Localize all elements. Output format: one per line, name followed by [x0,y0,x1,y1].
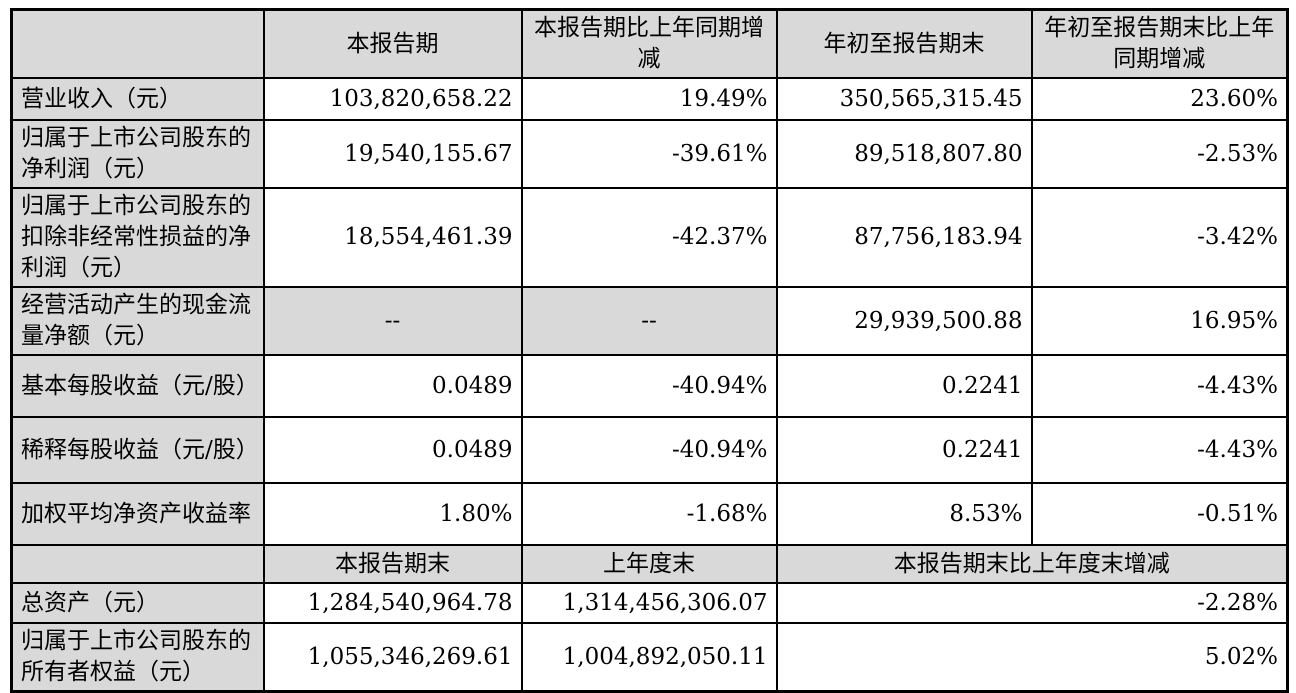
cell-cash-flow-ytd: 29,939,500.88 [775,286,1033,356]
row-label-weighted-avg-roe: 加权平均净资产收益率 [10,482,265,546]
table-row-deducted-net-profit: 归属于上市公司股东的扣除非经常性损益的净利润（元） 18,554,461.39 … [10,187,1289,288]
table-row-net-profit: 归属于上市公司股东的净利润（元） 19,540,155.67 -39.61% 8… [10,119,1289,189]
cell-basic-eps-ytd-yoy: -4.43% [1030,354,1289,418]
cell-diluted-eps-current: 0.0489 [262,416,523,484]
cell-owners-equity-period-end: 1,055,346,269.61 [262,622,523,693]
cell-roe-ytd: 8.53% [775,482,1033,546]
table-row-operating-cash-flow: 经营活动产生的现金流量净额（元） -- -- 29,939,500.88 16.… [10,286,1289,356]
cell-diluted-eps-ytd: 0.2241 [775,416,1033,484]
cell-diluted-eps-ytd-yoy: -4.43% [1030,416,1289,484]
cell-revenue-current: 103,820,658.22 [262,77,523,121]
cell-net-profit-ytd-yoy: -2.53% [1030,119,1289,189]
cell-basic-eps-current: 0.0489 [262,354,523,418]
table-row-weighted-avg-roe: 加权平均净资产收益率 1.80% -1.68% 8.53% -0.51% [10,482,1289,546]
table-row-total-assets: 总资产（元） 1,284,540,964.78 1,314,456,306.07… [10,582,1289,624]
col-header-yoy-change: 本报告期比上年同期增减 [520,8,778,79]
cell-owners-equity-prior-year-end: 1,004,892,050.11 [520,622,778,693]
cell-cash-flow-yoy-na: -- [520,286,778,356]
table-row-diluted-eps: 稀释每股收益（元/股） 0.0489 -40.94% 0.2241 -4.43% [10,416,1289,484]
cell-total-assets-change: -2.28% [775,582,1289,624]
row-label-operating-cash-flow: 经营活动产生的现金流量净额（元） [10,286,265,356]
corner-cell [10,8,265,79]
cell-net-profit-ytd: 89,518,807.80 [775,119,1033,189]
row-label-deducted-net-profit: 归属于上市公司股东的扣除非经常性损益的净利润（元） [10,187,265,288]
col-header-ytd-yoy-change: 年初至报告期末比上年同期增减 [1030,8,1289,79]
col-header-period-end-change: 本报告期末比上年度末增减 [775,544,1289,584]
col-header-prior-year-end: 上年度末 [520,544,778,584]
cell-roe-yoy: -1.68% [520,482,778,546]
table-row-basic-eps: 基本每股收益（元/股） 0.0489 -40.94% 0.2241 -4.43% [10,354,1289,418]
quarterly-financials-table: 本报告期 本报告期比上年同期增减 年初至报告期末 年初至报告期末比上年同期增减 … [10,8,1289,693]
cell-net-profit-yoy: -39.61% [520,119,778,189]
row-label-total-assets: 总资产（元） [10,582,265,624]
cell-cash-flow-current-na: -- [262,286,523,356]
cell-revenue-yoy: 19.49% [520,77,778,121]
row-label-revenue: 营业收入（元） [10,77,265,121]
cell-revenue-ytd: 350,565,315.45 [775,77,1033,121]
cell-roe-current: 1.80% [262,482,523,546]
cell-cash-flow-ytd-yoy: 16.95% [1030,286,1289,356]
cell-deducted-yoy: -42.37% [520,187,778,288]
cell-roe-ytd-yoy: -0.51% [1030,482,1289,546]
cell-deducted-ytd: 87,756,183.94 [775,187,1033,288]
cell-net-profit-current: 19,540,155.67 [262,119,523,189]
section-two-header-row: 本报告期末 上年度末 本报告期末比上年度末增减 [10,544,1289,584]
cell-basic-eps-yoy: -40.94% [520,354,778,418]
row-label-diluted-eps: 稀释每股收益（元/股） [10,416,265,484]
cell-total-assets-prior-year-end: 1,314,456,306.07 [520,582,778,624]
row-label-basic-eps: 基本每股收益（元/股） [10,354,265,418]
cell-deducted-ytd-yoy: -3.42% [1030,187,1289,288]
row-label-owners-equity: 归属于上市公司股东的所有者权益（元） [10,622,265,693]
col-header-period-end: 本报告期末 [262,544,523,584]
table-row-revenue: 营业收入（元） 103,820,658.22 19.49% 350,565,31… [10,77,1289,121]
cell-basic-eps-ytd: 0.2241 [775,354,1033,418]
cell-revenue-ytd-yoy: 23.60% [1030,77,1289,121]
cell-owners-equity-change: 5.02% [775,622,1289,693]
main-header-row: 本报告期 本报告期比上年同期增减 年初至报告期末 年初至报告期末比上年同期增减 [10,8,1289,79]
col-header-current-period: 本报告期 [262,8,523,79]
row-label-net-profit: 归属于上市公司股东的净利润（元） [10,119,265,189]
cell-deducted-current: 18,554,461.39 [262,187,523,288]
cell-diluted-eps-yoy: -40.94% [520,416,778,484]
cell-total-assets-period-end: 1,284,540,964.78 [262,582,523,624]
section-two-corner-cell [10,544,265,584]
table-row-owners-equity: 归属于上市公司股东的所有者权益（元） 1,055,346,269.61 1,00… [10,622,1289,693]
col-header-ytd: 年初至报告期末 [775,8,1033,79]
